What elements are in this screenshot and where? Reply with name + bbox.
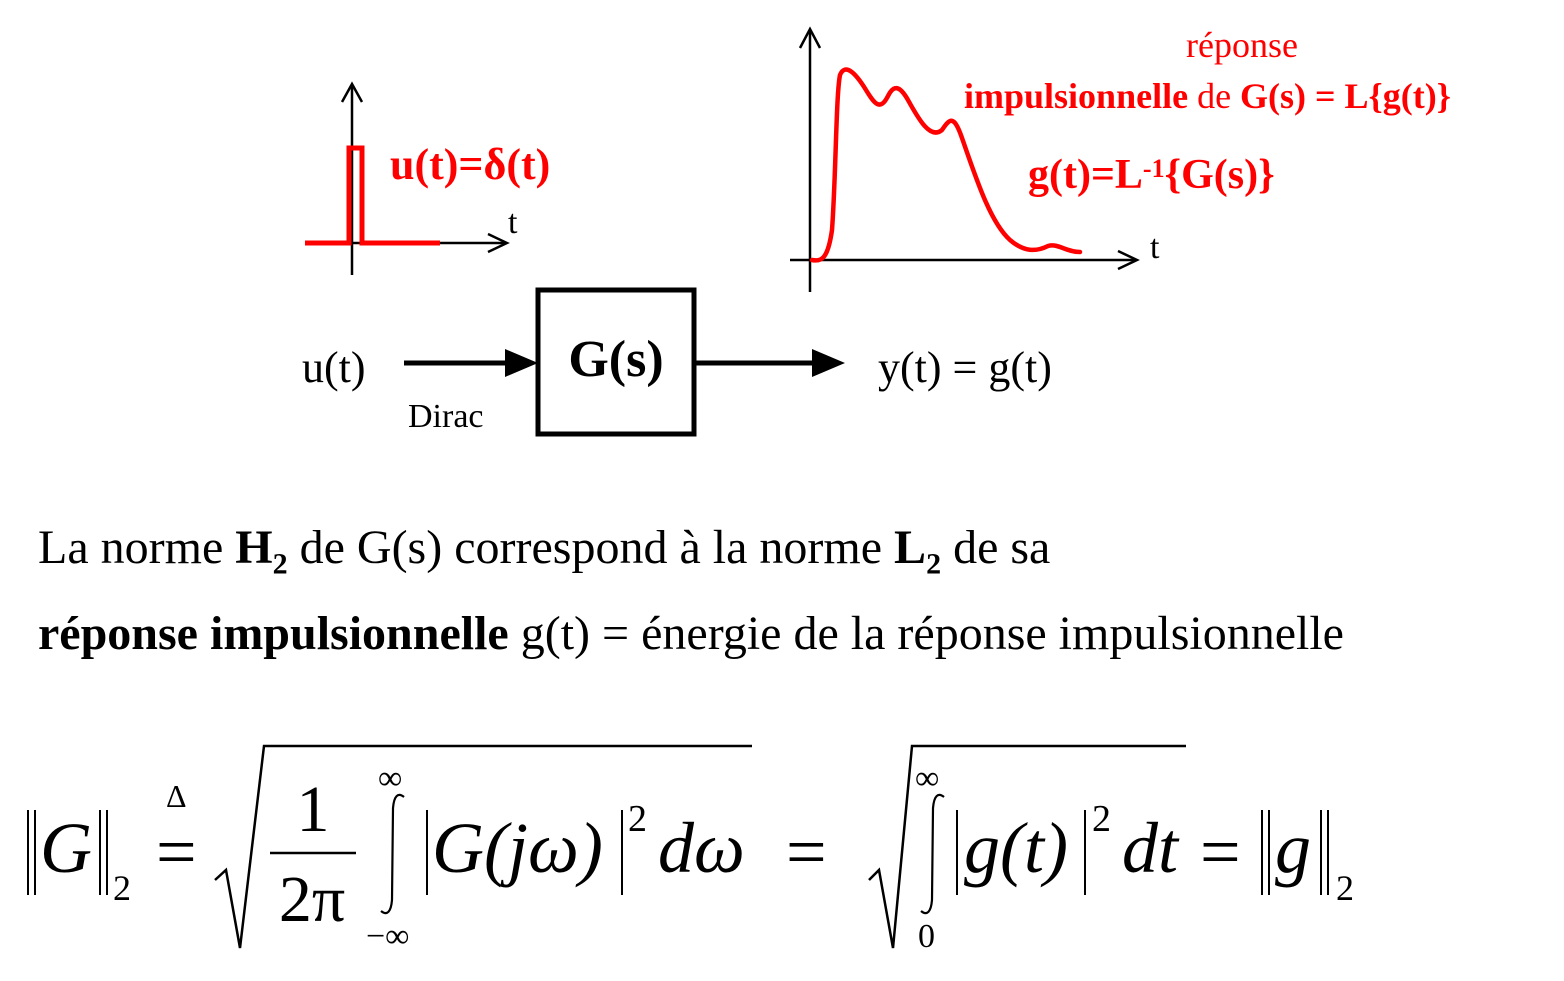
impulse-response-plot [790,26,1140,292]
formula-int1-lower: −∞ [366,918,410,955]
integral-sign-2 [920,793,945,915]
formula-delta: Δ [166,778,187,814]
paragraph-line-2: réponse impulsionnelle g(t) = énergie de… [38,606,1344,662]
transfer-block [535,287,697,437]
input-plot-y-arrow [340,81,364,103]
formula-norm-G: G [40,808,92,888]
text-L: L [894,521,927,574]
sqrt-sign-2 [868,744,1186,949]
formula-strokes [27,744,1329,949]
text-de-sa: de sa [941,521,1051,574]
formula-norm-g: g [1275,808,1311,888]
formula-G-jw: G(jω) [432,808,603,888]
formula-int2-upper: ∞ [915,760,940,797]
output-arrow-head [812,349,845,377]
caption-G-laplace: G(s) = L{g(t)} [1240,76,1451,116]
output-plot-t-axis-label: t [1150,229,1160,266]
text-energie: g(t) = énergie de la réponse impulsionne… [508,607,1344,660]
block-output-label: y(t) = g(t) [878,343,1052,392]
dirac-impulse-signal [305,145,440,246]
input-signal-label: u(t)=δ(t) [390,140,551,189]
block-input-label: u(t) [302,343,366,392]
formula-dt: dt [1122,808,1179,888]
input-plot-t-axis-label: t [508,204,518,241]
input-plot-x-arrow [487,232,510,254]
inverse-laplace-lhs: g(t)=L [1028,152,1143,198]
caption-impulsionnelle: impulsionnelle [964,76,1189,116]
text-H-subscript: 2 [272,547,288,581]
formula-exp2: 2 [1092,798,1111,840]
formula-g-t: g(t) [964,808,1068,888]
formula-int1-upper: ∞ [378,760,403,797]
inverse-laplace-rhs: {G(s)} [1164,152,1275,198]
paragraph-line-1: La norme H2 de G(s) correspond à la norm… [38,520,1050,593]
formula-numerator: 1 [296,773,330,846]
formula-eq-mid: = [786,812,827,892]
formula-d-omega: dω [658,808,745,888]
impulse-response-curve [809,67,1083,263]
text-la-norme: La norme [38,521,236,574]
formula-denominator: 2π [278,863,346,936]
caption-de: de [1188,76,1241,116]
formula-norm-g-subscript: 2 [1336,868,1354,908]
caption-reponse: réponse [1186,25,1298,65]
formula-norm-G-subscript: 2 [113,868,131,908]
text-L-subscript: 2 [926,547,942,581]
formula-exp1: 2 [628,798,647,840]
integral-sign-1 [380,793,405,915]
formula-eq-right: = [1200,812,1241,892]
formula-eq-def: = [156,812,197,892]
text-H: H [235,521,273,574]
output-plot-y-arrow [798,26,822,49]
text-reponse-impulsionnelle: réponse impulsionnelle [38,607,509,660]
caption-impulse-response-line: impulsionnelle de G(s) = L{g(t)} [964,75,1451,117]
inverse-laplace-label: g(t)=L-1{G(s)} [1028,150,1275,200]
block-diagram [404,287,845,437]
input-impulse-plot [305,81,510,275]
input-arrow-head [505,349,538,377]
formula-int2-lower: 0 [918,918,935,955]
sqrt-sign-1 [214,744,752,949]
dirac-label: Dirac [408,398,484,435]
output-plot-x-arrow [1117,249,1140,271]
inverse-laplace-exponent: -1 [1142,154,1165,183]
text-correspond: de G(s) correspond à la norme [287,521,895,574]
transfer-function-label: G(s) [568,331,664,388]
